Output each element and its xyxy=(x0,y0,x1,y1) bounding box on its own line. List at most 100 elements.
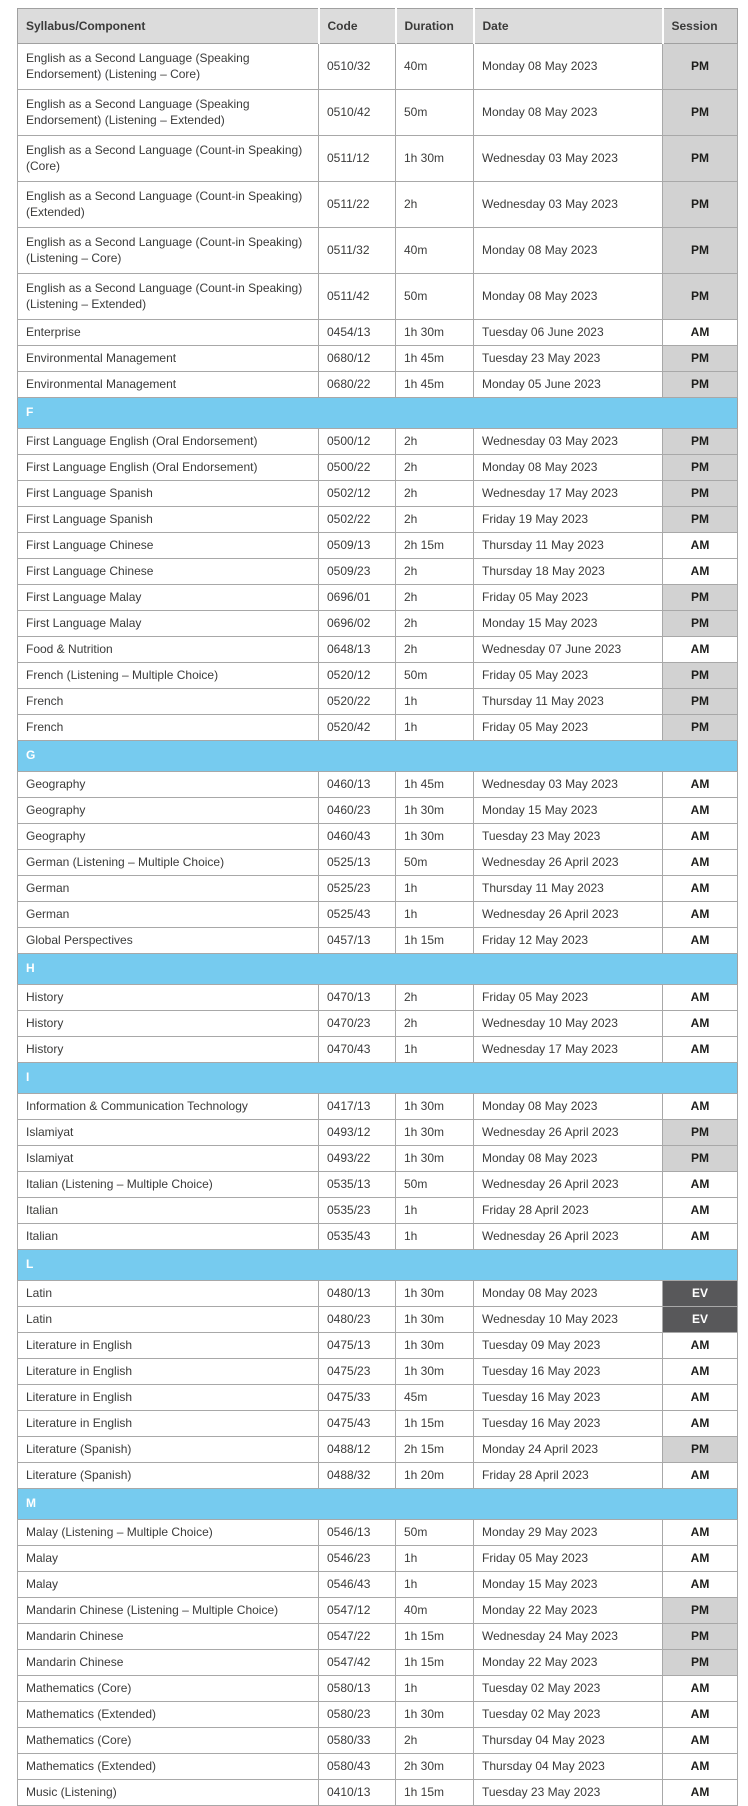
code-cell: 0547/12 xyxy=(318,1597,396,1624)
date-cell: Monday 15 May 2023 xyxy=(473,610,663,637)
table-row: Literature (Spanish) 0488/32 1h 20m Friday … xyxy=(17,1462,738,1489)
date-cell: Tuesday 09 May 2023 xyxy=(473,1332,663,1359)
table-row: Literature in English 0475/43 1h 15m Tuesda… xyxy=(17,1410,738,1437)
table-row: First Language Chinese 0509/23 2h Thursday … xyxy=(17,558,738,585)
duration-cell: 1h 15m xyxy=(395,1410,474,1437)
session-badge: PM xyxy=(662,610,738,637)
letter-divider-label: M xyxy=(17,1488,738,1520)
code-cell: 0460/13 xyxy=(318,771,396,798)
syllabus-cell: German xyxy=(17,875,319,902)
table-row: French 0520/42 1h Friday 05 May 2023 PM xyxy=(17,714,738,741)
duration-cell: 50m xyxy=(395,1519,474,1546)
table-row: First Language English (Oral Endorsement… xyxy=(17,454,738,481)
session-badge: AM xyxy=(662,771,738,798)
syllabus-cell: Mathematics (Core) xyxy=(17,1727,319,1754)
table-body: English as a Second Language (Speaking E… xyxy=(17,43,738,1806)
code-cell: 0648/13 xyxy=(318,636,396,663)
date-cell: Monday 08 May 2023 xyxy=(473,43,663,90)
date-cell: Wednesday 03 May 2023 xyxy=(473,181,663,228)
table-row: First Language Malay 0696/01 2h Friday 05 M… xyxy=(17,584,738,611)
duration-cell: 1h xyxy=(395,1197,474,1224)
duration-cell: 2h xyxy=(395,636,474,663)
date-cell: Wednesday 26 April 2023 xyxy=(473,849,663,876)
code-cell: 0547/42 xyxy=(318,1649,396,1676)
code-cell: 0454/13 xyxy=(318,319,396,346)
table-row: Global Perspectives 0457/13 1h 15m Friday 1… xyxy=(17,927,738,954)
code-cell: 0680/22 xyxy=(318,371,396,398)
code-cell: 0525/23 xyxy=(318,875,396,902)
syllabus-cell: English as a Second Language (Speaking E… xyxy=(17,43,319,90)
duration-cell: 1h 30m xyxy=(395,1358,474,1385)
syllabus-cell: Music (Listening) xyxy=(17,1779,319,1806)
syllabus-cell: Literature in English xyxy=(17,1332,319,1359)
duration-cell: 1h xyxy=(395,875,474,902)
code-cell: 0475/23 xyxy=(318,1358,396,1385)
duration-cell: 2h xyxy=(395,610,474,637)
session-badge: AM xyxy=(662,1753,738,1780)
session-badge: PM xyxy=(662,584,738,611)
code-cell: 0510/42 xyxy=(318,89,396,136)
syllabus-cell: German (Listening – Multiple Choice) xyxy=(17,849,319,876)
table-row: History 0470/13 2h Friday 05 May 2023 AM xyxy=(17,984,738,1011)
table-row: Malay 0546/43 1h Monday 15 May 2023 AM xyxy=(17,1571,738,1598)
session-badge: AM xyxy=(662,1093,738,1120)
session-badge: AM xyxy=(662,1675,738,1702)
date-cell: Tuesday 16 May 2023 xyxy=(473,1410,663,1437)
code-cell: 0480/13 xyxy=(318,1280,396,1307)
session-badge: PM xyxy=(662,428,738,455)
duration-cell: 1h 30m xyxy=(395,1280,474,1307)
duration-cell: 1h 30m xyxy=(395,1119,474,1146)
session-badge: PM xyxy=(662,1649,738,1676)
syllabus-cell: Mathematics (Extended) xyxy=(17,1753,319,1780)
syllabus-cell: First Language English (Oral Endorsement… xyxy=(17,428,319,455)
code-cell: 0509/13 xyxy=(318,532,396,559)
date-cell: Thursday 18 May 2023 xyxy=(473,558,663,585)
exam-timetable-table: Syllabus/Component Code Duration Date Se… xyxy=(17,8,738,1806)
syllabus-cell: First Language Spanish xyxy=(17,480,319,507)
code-cell: 0546/13 xyxy=(318,1519,396,1546)
code-cell: 0696/02 xyxy=(318,610,396,637)
table-row: First Language English (Oral Endorsement… xyxy=(17,428,738,455)
session-badge: AM xyxy=(662,319,738,346)
duration-cell: 1h 30m xyxy=(395,1093,474,1120)
date-cell: Wednesday 03 May 2023 xyxy=(473,428,663,455)
date-cell: Tuesday 02 May 2023 xyxy=(473,1675,663,1702)
session-badge: PM xyxy=(662,1145,738,1172)
session-badge: PM xyxy=(662,135,738,182)
syllabus-cell: First Language Malay xyxy=(17,610,319,637)
table-row: French 0520/22 1h Thursday 11 May 2023 PM xyxy=(17,688,738,715)
letter-divider-row: F xyxy=(17,397,738,429)
code-cell: 0502/22 xyxy=(318,506,396,533)
session-badge: PM xyxy=(662,662,738,689)
code-cell: 0511/32 xyxy=(318,227,396,274)
duration-cell: 1h xyxy=(395,1545,474,1572)
date-cell: Wednesday 26 April 2023 xyxy=(473,1171,663,1198)
table-row: Geography 0460/13 1h 45m Wednesday 03 May 2… xyxy=(17,771,738,798)
syllabus-cell: Literature in English xyxy=(17,1358,319,1385)
code-cell: 0511/22 xyxy=(318,181,396,228)
date-cell: Wednesday 24 May 2023 xyxy=(473,1623,663,1650)
session-badge: EV xyxy=(662,1306,738,1333)
code-cell: 0475/43 xyxy=(318,1410,396,1437)
code-cell: 0535/43 xyxy=(318,1223,396,1250)
date-cell: Wednesday 03 May 2023 xyxy=(473,771,663,798)
duration-cell: 1h 15m xyxy=(395,1779,474,1806)
table-row: Mandarin Chinese (Listening – Multiple C… xyxy=(17,1597,738,1624)
date-cell: Friday 28 April 2023 xyxy=(473,1462,663,1489)
table-row: Latin 0480/13 1h 30m Monday 08 May 2023 EV xyxy=(17,1280,738,1307)
syllabus-cell: Enterprise xyxy=(17,319,319,346)
syllabus-cell: Information & Communication Technology xyxy=(17,1093,319,1120)
code-cell: 0457/13 xyxy=(318,927,396,954)
code-cell: 0500/12 xyxy=(318,428,396,455)
date-cell: Tuesday 23 May 2023 xyxy=(473,345,663,372)
date-cell: Monday 15 May 2023 xyxy=(473,1571,663,1598)
code-cell: 0475/33 xyxy=(318,1384,396,1411)
table-row: First Language Spanish 0502/22 2h Friday 19… xyxy=(17,506,738,533)
letter-divider-label: I xyxy=(17,1062,738,1094)
code-cell: 0488/12 xyxy=(318,1436,396,1463)
table-row: Mathematics (Extended) 0580/23 1h 30m Tuesd… xyxy=(17,1701,738,1728)
session-badge: EV xyxy=(662,1280,738,1307)
session-badge: AM xyxy=(662,558,738,585)
date-cell: Tuesday 06 June 2023 xyxy=(473,319,663,346)
